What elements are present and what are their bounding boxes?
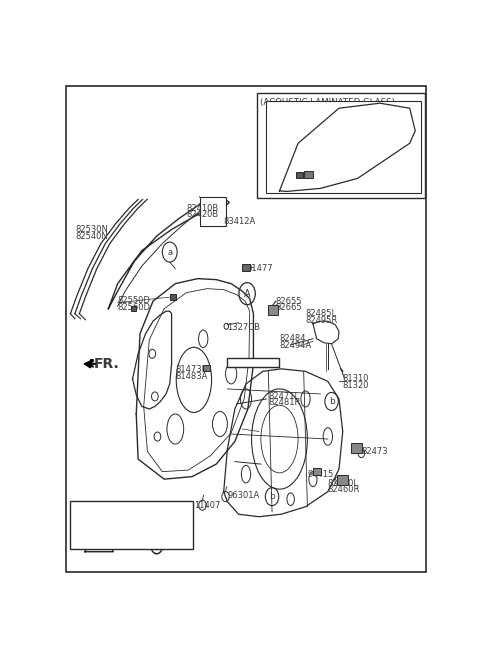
Text: 82471L: 82471L — [268, 392, 300, 401]
Text: 94415: 94415 — [307, 469, 334, 478]
Text: 82450L: 82450L — [328, 478, 359, 488]
Text: 1327CB: 1327CB — [228, 323, 260, 332]
Text: 82655: 82655 — [276, 297, 302, 306]
Text: 82540N: 82540N — [75, 232, 108, 240]
Text: 82665: 82665 — [276, 303, 302, 312]
Text: 82412E: 82412E — [272, 173, 304, 182]
Text: 82495R: 82495R — [305, 316, 338, 325]
Text: 82484: 82484 — [279, 334, 306, 343]
Text: 82412: 82412 — [332, 166, 358, 175]
Text: b: b — [140, 510, 145, 519]
FancyBboxPatch shape — [242, 264, 250, 271]
Text: 81320: 81320 — [343, 381, 369, 390]
Text: 82481R: 82481R — [268, 398, 300, 408]
FancyBboxPatch shape — [170, 294, 176, 300]
Text: 96301A: 96301A — [228, 491, 260, 500]
Text: 82530N: 82530N — [75, 225, 108, 234]
Text: 82410B: 82410B — [186, 204, 219, 213]
FancyBboxPatch shape — [304, 171, 313, 178]
Text: 81310: 81310 — [343, 374, 369, 383]
Text: FR.: FR. — [94, 357, 119, 371]
Text: 1731JE: 1731JE — [151, 516, 180, 525]
Text: 11407: 11407 — [194, 501, 220, 510]
Text: 82560D: 82560D — [118, 303, 151, 312]
FancyBboxPatch shape — [71, 501, 193, 549]
FancyBboxPatch shape — [296, 173, 303, 178]
Text: 81483A: 81483A — [175, 372, 208, 381]
FancyBboxPatch shape — [200, 197, 226, 226]
FancyBboxPatch shape — [257, 93, 424, 199]
Text: REF.60-760: REF.60-760 — [229, 358, 280, 367]
FancyBboxPatch shape — [228, 358, 279, 367]
FancyBboxPatch shape — [351, 443, 362, 453]
Text: 82473: 82473 — [361, 447, 388, 456]
Text: 82460R: 82460R — [328, 485, 360, 494]
Text: 82420B: 82420B — [311, 113, 345, 122]
Text: 82410B: 82410B — [311, 107, 345, 116]
FancyBboxPatch shape — [268, 305, 277, 314]
Text: 83412A: 83412A — [224, 217, 256, 227]
Text: b: b — [329, 397, 335, 406]
Text: A: A — [244, 288, 251, 299]
Text: a: a — [167, 247, 172, 256]
Text: a: a — [385, 139, 390, 148]
Text: 82420B: 82420B — [186, 210, 219, 219]
FancyBboxPatch shape — [266, 101, 421, 193]
Polygon shape — [84, 360, 94, 368]
Text: a: a — [80, 510, 85, 519]
Text: 81477: 81477 — [246, 264, 273, 273]
Text: b: b — [269, 492, 275, 501]
Text: SECURITY SYSTEM: SECURITY SYSTEM — [81, 547, 117, 551]
Text: (ACOUSTIC LAMINATED GLASS): (ACOUSTIC LAMINATED GLASS) — [261, 98, 395, 107]
FancyBboxPatch shape — [203, 365, 210, 371]
FancyBboxPatch shape — [131, 306, 136, 311]
Text: 81473E: 81473E — [175, 365, 207, 374]
FancyBboxPatch shape — [313, 467, 321, 475]
Text: 96111A: 96111A — [103, 516, 135, 525]
Text: 82550D: 82550D — [118, 296, 151, 305]
Text: 82494A: 82494A — [279, 340, 312, 350]
FancyBboxPatch shape — [337, 475, 348, 485]
Text: 82485L: 82485L — [305, 309, 336, 318]
